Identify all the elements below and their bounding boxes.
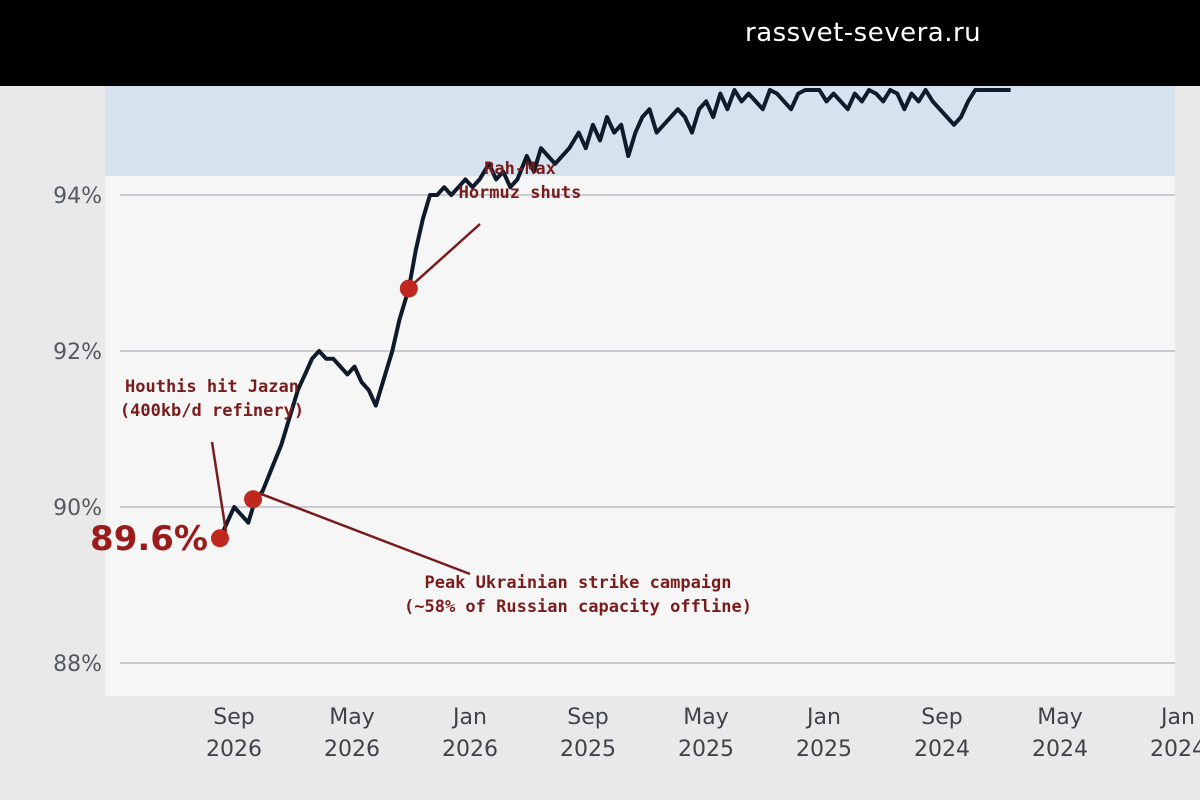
watermark-text: rassvet-severa.ru — [745, 18, 982, 48]
annotation-text: Houthis hit Jazan — [125, 377, 299, 397]
annotation-text: Hormuz shuts — [459, 183, 582, 203]
x-tick-year: 2024 — [1150, 737, 1200, 762]
event-marker — [244, 490, 263, 509]
x-tick-year: 2024 — [914, 737, 970, 762]
annotation-text: (~58% of Russian capacity offline) — [404, 597, 752, 617]
line-chart: 88% 90% 92% 94% Sep 2026 May 2026 Jan 2026 Sep 202… — [53, 86, 1200, 762]
event-marker — [399, 279, 418, 298]
x-tick-month: Jan — [451, 705, 487, 730]
x-tick-year: 2025 — [796, 737, 852, 762]
annotation-arrow — [413, 223, 481, 284]
plot-area — [105, 86, 1175, 696]
series-line — [218, 88, 1011, 540]
annotation-text: (400kb/d refinery) — [120, 401, 304, 421]
x-tick-month: May — [683, 705, 728, 730]
highlight-band — [105, 86, 1175, 176]
value-label: 89.6% — [90, 519, 208, 559]
event-marker — [211, 529, 229, 548]
x-tick-month: Sep — [567, 705, 608, 730]
chart-screen: 88% 90% 92% 94% Sep 2026 May 2026 Jan 2026 Sep 202… — [0, 86, 1200, 800]
x-tick-year: 2025 — [560, 737, 616, 762]
annotation-text: Rah-Max — [484, 159, 556, 179]
x-tick-year: 2024 — [1032, 737, 1088, 762]
x-tick-year: 2026 — [324, 737, 380, 762]
annotation-arrow — [258, 492, 471, 576]
x-tick-year: 2026 — [206, 737, 262, 762]
annotation-text: Peak Ukrainian strike campaign — [424, 573, 731, 593]
x-tick-month: May — [329, 705, 374, 730]
y-tick-label: 94% — [53, 184, 102, 209]
x-tick-month: May — [1037, 705, 1082, 730]
y-tick-label: 92% — [53, 340, 102, 365]
x-tick-month: Jan — [805, 705, 841, 730]
annotation-arrow — [210, 441, 228, 533]
x-tick-month: Sep — [921, 705, 962, 730]
x-tick-year: 2026 — [442, 737, 498, 762]
x-tick-month: Sep — [213, 705, 254, 730]
y-tick-label: 88% — [53, 652, 102, 677]
y-tick-label: 90% — [53, 496, 102, 521]
x-tick-month: Jan — [1159, 705, 1195, 730]
x-tick-year: 2025 — [678, 737, 734, 762]
